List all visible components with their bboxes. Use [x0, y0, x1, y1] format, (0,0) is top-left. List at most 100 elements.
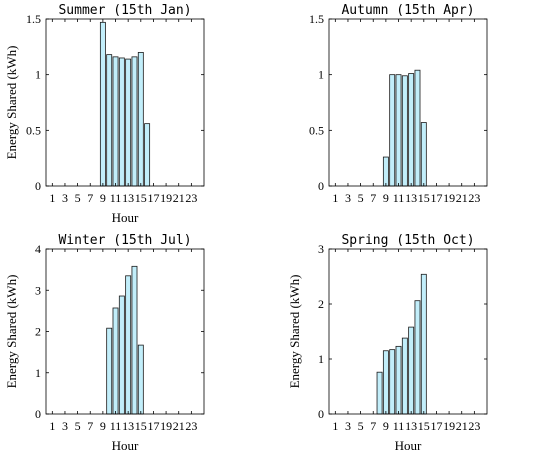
- x-tick-label: 7: [87, 419, 93, 433]
- y-tick-label: 2: [318, 297, 324, 311]
- bar: [112, 307, 119, 415]
- y-axis-label: Energy Shared (kWh): [4, 275, 19, 389]
- x-tick-label: 3: [62, 419, 68, 433]
- bar: [118, 57, 125, 187]
- y-tick-label: 1: [318, 68, 324, 82]
- x-tick-label: 5: [75, 191, 81, 205]
- y-tick-label: 1: [318, 352, 324, 366]
- y-axis-label: Energy Shared (kWh): [287, 275, 302, 389]
- bar: [137, 52, 144, 187]
- x-tick-label: 15: [135, 419, 147, 433]
- bar: [408, 326, 415, 415]
- bar: [420, 122, 427, 187]
- chart-title: Summer (15th Jan): [58, 3, 191, 18]
- x-tick-label: 17: [147, 191, 159, 205]
- y-axis-label: Energy Shared (kWh): [4, 46, 19, 160]
- bar: [106, 54, 113, 187]
- bar: [131, 265, 138, 415]
- bar: [125, 58, 132, 187]
- bar: [144, 123, 151, 187]
- bar: [401, 75, 408, 187]
- x-axis-label: Hour: [112, 210, 139, 225]
- x-tick-label: 1: [332, 419, 338, 433]
- y-tick-label: 0.5: [309, 123, 324, 137]
- x-tick-label: 3: [62, 191, 68, 205]
- x-tick-label: 19: [443, 419, 455, 433]
- x-tick-label: 17: [430, 419, 442, 433]
- bar: [389, 74, 396, 187]
- axes-box: [45, 248, 205, 415]
- x-tick-label: 7: [370, 419, 376, 433]
- x-tick-label: 11: [393, 191, 405, 205]
- x-tick-label: 21: [456, 419, 468, 433]
- x-axis-label: Hour: [112, 438, 139, 453]
- bar: [125, 275, 132, 415]
- x-tick-label: 13: [122, 419, 134, 433]
- x-tick-label: 9: [100, 419, 106, 433]
- y-tick-label: 3: [35, 283, 41, 297]
- chart-title: Spring (15th Oct): [341, 233, 474, 248]
- x-tick-label: 17: [430, 191, 442, 205]
- y-tick-label: 4: [35, 242, 41, 256]
- bar: [118, 295, 125, 415]
- y-tick-label: 0: [318, 179, 324, 193]
- x-tick-label: 11: [393, 419, 405, 433]
- bar: [376, 371, 383, 415]
- bar: [408, 73, 415, 187]
- x-tick-label: 13: [405, 419, 417, 433]
- x-tick-label: 21: [173, 191, 185, 205]
- x-tick-label: 15: [418, 191, 430, 205]
- y-tick-label: 3: [318, 242, 324, 256]
- x-tick-label: 5: [358, 419, 364, 433]
- axes-box: [328, 18, 488, 187]
- chart-title: Autumn (15th Apr): [341, 3, 474, 18]
- x-tick-label: 7: [87, 191, 93, 205]
- x-tick-label: 9: [100, 191, 106, 205]
- x-tick-label: 21: [173, 419, 185, 433]
- bar: [382, 156, 389, 187]
- bar: [131, 56, 138, 187]
- x-tick-label: 23: [185, 191, 197, 205]
- bar: [382, 350, 389, 415]
- x-tick-label: 13: [122, 191, 134, 205]
- bar: [395, 345, 402, 415]
- y-tick-label: 0: [318, 407, 324, 421]
- x-tick-label: 11: [110, 191, 122, 205]
- y-tick-label: 1: [35, 366, 41, 380]
- x-tick-label: 1: [332, 191, 338, 205]
- x-tick-label: 23: [185, 419, 197, 433]
- bar: [401, 337, 408, 415]
- x-tick-label: 19: [443, 191, 455, 205]
- x-tick-label: 9: [383, 419, 389, 433]
- x-tick-label: 9: [383, 191, 389, 205]
- x-tick-label: 23: [468, 191, 480, 205]
- bar: [414, 300, 421, 415]
- x-tick-label: 3: [345, 191, 351, 205]
- y-tick-label: 1: [35, 68, 41, 82]
- y-tick-label: 0.5: [26, 123, 41, 137]
- x-axis-label: Hour: [395, 438, 422, 453]
- x-tick-label: 11: [110, 419, 122, 433]
- bar: [112, 56, 119, 187]
- x-tick-label: 3: [345, 419, 351, 433]
- y-tick-label: 1.5: [26, 12, 41, 26]
- bar: [137, 344, 144, 415]
- bar: [395, 74, 402, 187]
- x-tick-label: 21: [456, 191, 468, 205]
- bar: [99, 21, 106, 187]
- chart-title: Winter (15th Jul): [58, 233, 191, 248]
- bar: [106, 327, 113, 415]
- x-tick-label: 15: [135, 191, 147, 205]
- axes-box: [45, 18, 205, 187]
- x-tick-label: 1: [49, 419, 55, 433]
- x-tick-label: 5: [75, 419, 81, 433]
- bar: [389, 349, 396, 415]
- y-tick-label: 2: [35, 325, 41, 339]
- y-tick-label: 1.5: [309, 12, 324, 26]
- x-tick-label: 7: [370, 191, 376, 205]
